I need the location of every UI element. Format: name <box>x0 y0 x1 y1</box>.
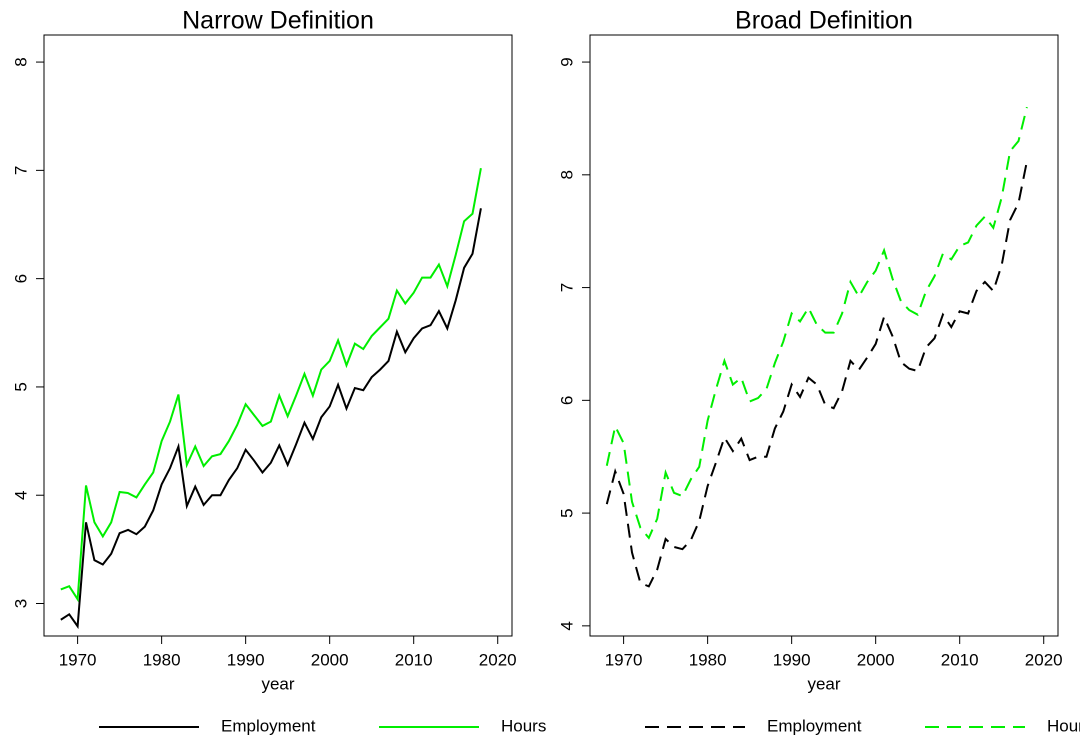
chart-title: Narrow Definition <box>182 7 374 35</box>
legend-label: Hours <box>1047 716 1080 735</box>
plot-frame <box>589 34 1059 637</box>
x-tick-label: 2020 <box>1025 650 1063 669</box>
x-tick-label: 2010 <box>395 650 433 669</box>
legend-label: Employment <box>767 716 862 735</box>
legend-label: Hours <box>501 716 546 735</box>
x-tick-label: 1970 <box>605 650 643 669</box>
y-tick-label: 5 <box>557 508 576 517</box>
legend-label: Employment <box>221 716 316 735</box>
y-tick-label: 8 <box>11 57 30 66</box>
data-line <box>605 161 1028 588</box>
chart-title: Broad Definition <box>735 7 913 35</box>
x-tick-label: 2000 <box>311 650 349 669</box>
data-line <box>60 168 482 603</box>
x-tick-label: 1970 <box>59 650 97 669</box>
x-axis-label: year <box>807 674 840 693</box>
y-tick-label: 4 <box>11 490 30 499</box>
y-tick-label: 4 <box>557 621 576 630</box>
x-tick-label: 1990 <box>773 650 811 669</box>
x-axis-label: year <box>261 674 294 693</box>
y-tick-label: 5 <box>11 382 30 391</box>
y-tick-label: 7 <box>11 166 30 175</box>
x-tick-label: 1990 <box>227 650 265 669</box>
x-tick-label: 1980 <box>689 650 727 669</box>
y-tick-label: 9 <box>557 57 576 66</box>
data-line <box>605 106 1028 540</box>
x-tick-label: 2000 <box>857 650 895 669</box>
data-line <box>60 208 482 630</box>
x-tick-label: 1980 <box>143 650 181 669</box>
y-tick-label: 8 <box>557 170 576 179</box>
y-tick-label: 6 <box>11 274 30 283</box>
x-tick-label: 2010 <box>941 650 979 669</box>
y-tick-label: 7 <box>557 283 576 292</box>
plot-frame <box>43 34 513 637</box>
y-tick-label: 3 <box>11 599 30 608</box>
y-tick-label: 6 <box>557 396 576 405</box>
x-tick-label: 2020 <box>479 650 517 669</box>
